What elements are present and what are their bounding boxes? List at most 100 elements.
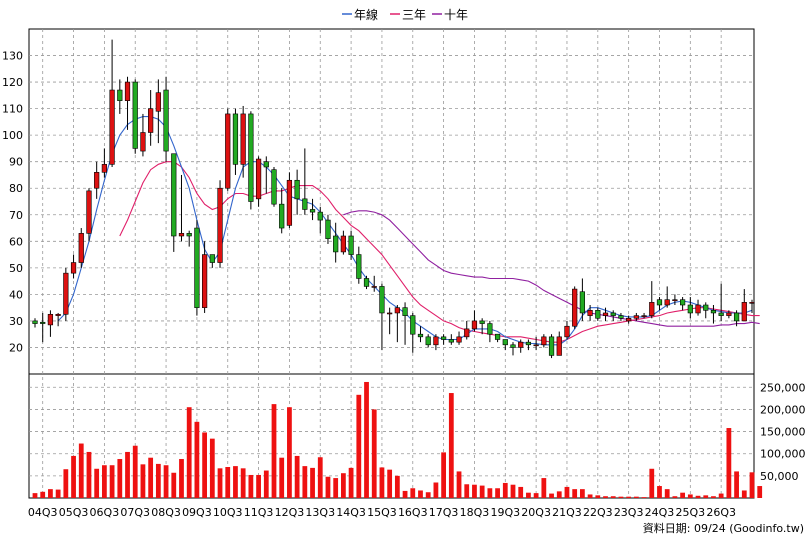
volume-tick-label: 50,000 xyxy=(760,470,799,483)
volume-bar xyxy=(387,469,393,498)
candle-down xyxy=(494,333,501,340)
volume-bar xyxy=(101,465,107,498)
volume-bar xyxy=(472,484,477,498)
volume-bar xyxy=(757,486,763,498)
three-year-line xyxy=(119,161,760,343)
volume-bar xyxy=(225,467,231,498)
volume-bar xyxy=(672,496,678,498)
candle-down xyxy=(32,320,38,324)
volume-bar xyxy=(140,464,146,498)
candle-down xyxy=(733,312,740,322)
volume-bar xyxy=(418,490,423,498)
volume-bar xyxy=(556,491,562,498)
candle-down xyxy=(487,323,493,335)
time-tick-label: 21Q3 xyxy=(552,506,582,519)
volume-bar xyxy=(155,463,161,498)
volume-bar xyxy=(371,409,377,498)
legend: 年線 三年 十年 xyxy=(342,7,468,22)
candle-down xyxy=(548,336,555,356)
volume-tick-label: 250,000 xyxy=(760,381,806,394)
candle-up xyxy=(518,341,524,348)
volume-bar xyxy=(317,457,323,498)
candle-up xyxy=(148,108,154,133)
volume-bar xyxy=(279,457,285,498)
volume-bar xyxy=(86,451,92,498)
candle-up xyxy=(286,179,293,226)
candle-up xyxy=(533,344,539,347)
candle-up xyxy=(94,172,100,189)
candle-down xyxy=(703,304,709,311)
volume-tick-label: 100,000 xyxy=(760,448,806,461)
candle-up xyxy=(471,320,478,330)
volume-bar xyxy=(448,393,454,498)
volume-bar xyxy=(687,494,693,498)
candle-up xyxy=(217,187,223,263)
volume-bar xyxy=(202,432,208,498)
time-tick-label: 17Q3 xyxy=(429,506,459,519)
candle-down xyxy=(448,339,454,343)
volume-bar xyxy=(595,495,601,498)
volume-bar xyxy=(526,492,531,498)
volume-bar xyxy=(680,492,686,498)
volume-bar xyxy=(641,497,647,498)
time-tick-label: 08Q3 xyxy=(151,506,181,519)
candle-down xyxy=(525,341,532,346)
volume-bar xyxy=(240,468,246,498)
candle-up xyxy=(726,312,732,316)
candlesticks xyxy=(32,39,755,359)
volume-bar xyxy=(94,468,100,498)
time-tick-label: 07Q3 xyxy=(120,506,150,519)
volume-bar xyxy=(48,489,53,498)
candle-down xyxy=(294,179,300,200)
price-tick-label: 90 xyxy=(9,156,23,169)
candle-up xyxy=(626,317,632,322)
candle-up xyxy=(202,254,208,308)
time-tick-label: 16Q3 xyxy=(398,506,428,519)
candle-down xyxy=(440,336,447,340)
time-tick-label: 13Q3 xyxy=(305,506,335,519)
volume-bar xyxy=(402,490,408,498)
candle-down xyxy=(679,299,686,306)
candle-up xyxy=(602,312,609,316)
candle-down xyxy=(510,344,516,348)
volume-bar xyxy=(695,495,701,498)
time-tick-label: 15Q3 xyxy=(367,506,397,519)
candle-down xyxy=(379,286,385,314)
candle-down xyxy=(425,336,431,346)
volume-bar xyxy=(541,478,547,498)
legend-label-three-year: 三年 xyxy=(402,8,426,22)
volume-bar xyxy=(340,473,346,498)
candle-down xyxy=(348,235,354,255)
volume-bar xyxy=(63,469,69,498)
volume-bar xyxy=(703,495,709,498)
volume-bar xyxy=(348,467,354,498)
candle-down xyxy=(402,307,408,316)
candle-down xyxy=(687,304,693,314)
volume-bar xyxy=(734,471,739,498)
time-tick-label: 20Q3 xyxy=(521,506,551,519)
volume-bar xyxy=(487,488,493,498)
time-tick-label: 18Q3 xyxy=(460,506,490,519)
time-tick-label: 14Q3 xyxy=(336,506,366,519)
legend-label-ten-year: 十年 xyxy=(444,8,468,22)
candle-down xyxy=(279,203,285,229)
volume-bar xyxy=(32,493,38,498)
volume-bar xyxy=(726,428,732,498)
volume-bar xyxy=(148,457,154,498)
volume-bar xyxy=(433,482,439,498)
candle-down xyxy=(271,169,277,205)
candle-down xyxy=(710,310,717,314)
volume-bar xyxy=(549,493,554,498)
candle-down xyxy=(363,278,370,287)
volume-tick-label: 150,000 xyxy=(760,426,806,439)
volume-bar xyxy=(456,471,462,498)
candle-up xyxy=(55,313,61,316)
time-tick-label: 04Q3 xyxy=(28,506,58,519)
volume-bar xyxy=(209,438,215,498)
candle-down xyxy=(232,113,239,165)
candle-up xyxy=(86,190,92,234)
time-tick-label: 19Q3 xyxy=(490,506,520,519)
time-tick-label: 12Q3 xyxy=(275,506,305,519)
candle-down xyxy=(479,320,485,324)
